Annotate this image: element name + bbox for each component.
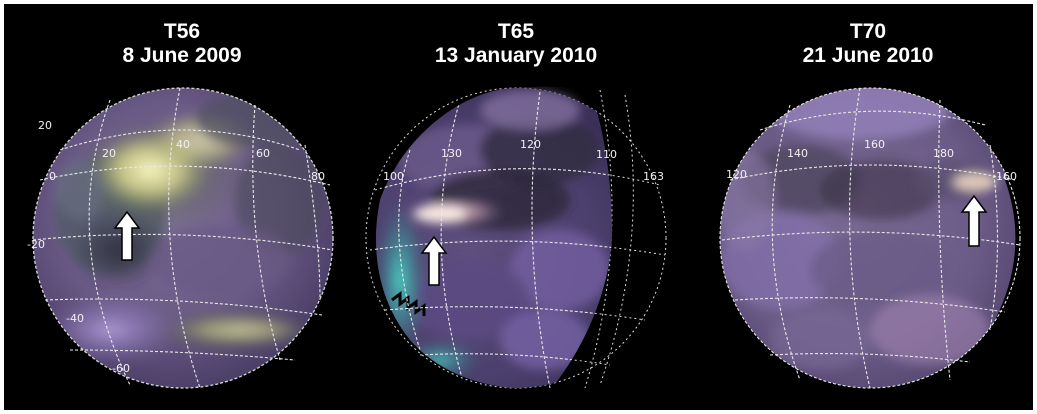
panel-t65-date: 13 January 2010: [434, 44, 598, 67]
t65-feature-arrow: [420, 235, 448, 286]
t65-lon-label-130: 130: [441, 147, 462, 160]
panel-t65-title: T65 13 January 2010: [366, 20, 666, 68]
t65-lon-label-163: 163: [643, 170, 664, 183]
globe-t70: 120 140 160 180 -160: [719, 87, 1021, 389]
t65-lat-label-100: 100: [383, 170, 404, 183]
t70-lon-label-minus160: -160: [992, 170, 1017, 183]
panel-t70-title: T70 21 June 2010: [718, 20, 1018, 68]
globe-t65: 100 130 120 110 163: [365, 87, 667, 389]
t70-lon-label-120: 120: [726, 168, 747, 181]
t65-lon-label-110: 110: [596, 148, 617, 161]
t56-graticule: [32, 87, 334, 389]
panel-t65-flyby-label: T65: [497, 20, 535, 43]
t56-lat-label-minus20: -20: [27, 238, 45, 251]
t70-graticule: [719, 87, 1021, 389]
panel-t56-title: T56 8 June 2009: [32, 20, 332, 68]
t56-lon-label-60: 60: [256, 147, 270, 160]
t56-lon-label-40: 40: [176, 138, 190, 151]
t70-feature-arrow: [960, 194, 988, 247]
t70-lon-label-160: 160: [864, 138, 885, 151]
t56-lat-label-20: 20: [38, 119, 52, 132]
panel-t56-date: 8 June 2009: [122, 44, 242, 67]
t56-lon-label-80: 80: [311, 170, 325, 183]
t56-feature-arrow: [113, 210, 141, 261]
t65-lon-label-120: 120: [520, 138, 541, 151]
t56-lat-label-minus40: -40: [66, 312, 84, 325]
t70-lon-label-140: 140: [787, 147, 808, 160]
panel-t70-flyby-label: T70: [849, 20, 887, 43]
t56-lon-label-20: 20: [102, 147, 116, 160]
t56-lat-label-minus60: -60: [112, 362, 130, 375]
t70-lon-label-180: 180: [933, 147, 954, 160]
panel-t56-flyby-label: T56: [163, 20, 201, 43]
panel-t70-date: 21 June 2010: [802, 44, 934, 67]
t56-lat-label-0: 0: [49, 170, 56, 183]
globe-t56: 20 0 -20 -40 -60 20 40 60 80: [27, 87, 334, 389]
